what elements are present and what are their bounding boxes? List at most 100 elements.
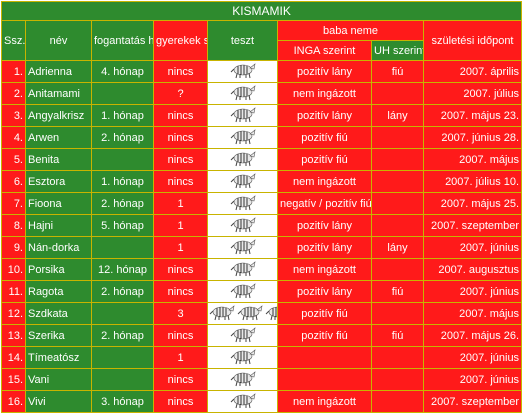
table-row: 11. Ragota 2. hónap nincs pozitív lány fiú 200… xyxy=(2,281,522,303)
cell-fogantatas: 2. hónap xyxy=(92,325,154,347)
cell-gyerekek: nincs xyxy=(154,149,208,171)
cell-nev: Vivi xyxy=(26,391,92,413)
cell-gyerekek: ? xyxy=(154,83,208,105)
zebra-icon xyxy=(230,127,256,148)
cell-szules: 2007. július xyxy=(424,83,522,105)
zebra-icon xyxy=(230,83,256,104)
table-row: 15. Vani nincs 2007. június xyxy=(2,369,522,391)
cell-ssz: 3. xyxy=(2,105,26,127)
cell-gyerekek: nincs xyxy=(154,259,208,281)
cell-nev: Ragota xyxy=(26,281,92,303)
cell-szules: 2007. június xyxy=(424,369,522,391)
header-fogantatas: fogantatás hónapja xyxy=(92,21,154,61)
cell-fogantatas: 2. hónap xyxy=(92,281,154,303)
cell-uh xyxy=(372,347,424,369)
cell-uh xyxy=(372,369,424,391)
cell-teszt xyxy=(208,347,278,369)
cell-inga: nem ingázott xyxy=(278,83,372,105)
cell-fogantatas: 5. hónap xyxy=(92,215,154,237)
cell-teszt xyxy=(208,61,278,83)
cell-inga: pozitív fiú xyxy=(278,303,372,325)
cell-nev: Esztora xyxy=(26,171,92,193)
table-row: 4. Arwen 2. hónap nincs pozitív fiú 2007. jún… xyxy=(2,127,522,149)
cell-gyerekek: 1 xyxy=(154,193,208,215)
table-row: 2. Anitamami? nem ingázott 2007. július xyxy=(2,83,522,105)
cell-inga: pozitív fiú xyxy=(278,325,372,347)
cell-uh xyxy=(372,391,424,413)
cell-teszt xyxy=(208,215,278,237)
cell-gyerekek: nincs xyxy=(154,391,208,413)
cell-fogantatas: 12. hónap xyxy=(92,259,154,281)
cell-ssz: 5. xyxy=(2,149,26,171)
cell-uh xyxy=(372,83,424,105)
cell-nev: Adrienna xyxy=(26,61,92,83)
cell-uh: lány xyxy=(372,105,424,127)
cell-fogantatas: 1. hónap xyxy=(92,105,154,127)
cell-uh xyxy=(372,127,424,149)
cell-inga: pozitív fiú xyxy=(278,149,372,171)
zebra-icon xyxy=(230,325,256,346)
cell-ssz: 10. xyxy=(2,259,26,281)
cell-ssz: 13. xyxy=(2,325,26,347)
table-row: 7. Fioona 2. hónap 1 negatív / pozitív fiú 20… xyxy=(2,193,522,215)
cell-teszt xyxy=(208,369,278,391)
cell-uh: fiú xyxy=(372,61,424,83)
zebra-icon xyxy=(230,61,256,82)
cell-inga: pozitív lány xyxy=(278,215,372,237)
cell-nev: Tímeatósz xyxy=(26,347,92,369)
cell-ssz: 11. xyxy=(2,281,26,303)
cell-gyerekek: nincs xyxy=(154,325,208,347)
cell-teszt xyxy=(208,325,278,347)
table-row: 1. Adrienna 4. hónap nincs pozitív lány fiú 20… xyxy=(2,61,522,83)
cell-teszt xyxy=(208,127,278,149)
header-gyerekek: gyerekek száma xyxy=(154,21,208,61)
cell-teszt xyxy=(208,259,278,281)
table-row: 9. Nán-dorka 1 pozitív lány lány 2007. június xyxy=(2,237,522,259)
header-uh: UH szerint xyxy=(372,41,424,61)
cell-nev: Hajni xyxy=(26,215,92,237)
cell-gyerekek: 1 xyxy=(154,347,208,369)
cell-ssz: 7. xyxy=(2,193,26,215)
cell-inga: pozitív lány xyxy=(278,105,372,127)
cell-uh xyxy=(372,303,424,325)
cell-teszt xyxy=(208,105,278,127)
cell-teszt xyxy=(208,149,278,171)
zebra-icon xyxy=(230,237,256,258)
cell-inga: nem ingázott xyxy=(278,391,372,413)
cell-uh xyxy=(372,193,424,215)
zebra-icon xyxy=(230,347,256,368)
cell-nev: Porsika xyxy=(26,259,92,281)
zebra-icon xyxy=(230,105,256,126)
cell-ssz: 14. xyxy=(2,347,26,369)
cell-szules: 2007. szeptember xyxy=(424,215,522,237)
table-row: 10. Porsika 12. hónap nincs nem ingázott 2007… xyxy=(2,259,522,281)
cell-ssz: 16. xyxy=(2,391,26,413)
cell-ssz: 12. xyxy=(2,303,26,325)
cell-fogantatas xyxy=(92,149,154,171)
cell-fogantatas: 4. hónap xyxy=(92,61,154,83)
cell-nev: Arwen xyxy=(26,127,92,149)
table-row: 6. Esztora 1. hónap nincs nem ingázott 2007. … xyxy=(2,171,522,193)
cell-teszt xyxy=(208,391,278,413)
cell-ssz: 8. xyxy=(2,215,26,237)
cell-ssz: 9. xyxy=(2,237,26,259)
cell-teszt xyxy=(208,237,278,259)
zebra-icon xyxy=(230,193,256,214)
header-ssz: Ssz. xyxy=(2,21,26,61)
cell-teszt xyxy=(208,193,278,215)
cell-gyerekek: nincs xyxy=(154,171,208,193)
cell-szules: 2007. június xyxy=(424,237,522,259)
zebra-icon xyxy=(230,171,256,192)
cell-szules: 2007. augusztus xyxy=(424,259,522,281)
cell-nev: Vani xyxy=(26,369,92,391)
table-row: 5. Benita nincs pozitív fiú 2007. május xyxy=(2,149,522,171)
zebra-icon xyxy=(230,149,256,170)
table-row: 3. Angyalkrisz 1. hónap nincs pozitív lány lá… xyxy=(2,105,522,127)
cell-nev: Anitamami xyxy=(26,83,92,105)
header-szules: születési időpont xyxy=(424,21,522,61)
zebra-icon xyxy=(230,215,256,236)
table-row: 13. Szerika 2. hónap nincs pozitív fiú fiú 200… xyxy=(2,325,522,347)
cell-fogantatas xyxy=(92,83,154,105)
cell-fogantatas: 2. hónap xyxy=(92,127,154,149)
cell-fogantatas xyxy=(92,303,154,325)
